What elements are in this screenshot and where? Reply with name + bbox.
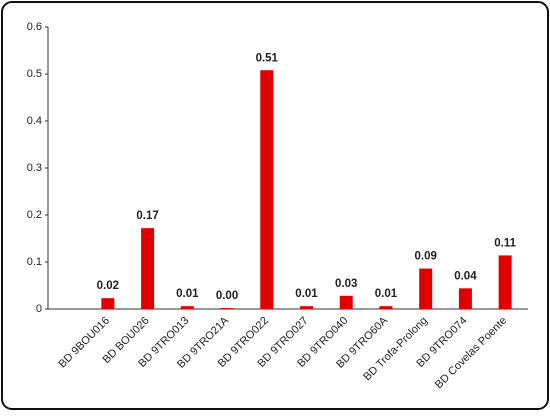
y-tick-label: 0.5 [27,68,42,80]
value-label: 0.11 [494,237,516,249]
value-label: 0.04 [454,270,477,282]
bar [180,306,194,309]
frame [1,1,549,410]
bar [419,268,433,309]
bar [300,306,313,309]
y-tick-label: 0.1 [27,256,42,268]
bar [260,70,274,310]
bar [498,255,512,309]
bar [141,228,155,309]
value-label: 0.00 [216,290,238,302]
value-label: 0.01 [295,288,318,300]
bar [339,295,353,309]
value-label: 0.03 [335,278,357,290]
y-tick-label: 0.6 [27,21,42,33]
y-tick-label: 0 [36,303,42,315]
y-tick-label: 0.3 [27,162,42,174]
y-tick-label: 0.4 [27,115,42,127]
value-label: 0.17 [136,210,158,222]
value-label: 0.51 [256,52,279,64]
bar [458,288,472,309]
value-label: 0.01 [375,288,398,300]
value-label: 0.09 [414,251,436,263]
bar [220,308,234,309]
bar [101,298,115,309]
value-label: 0.01 [176,288,199,300]
value-label: 0.02 [97,280,119,292]
y-tick-label: 0.2 [27,209,42,221]
bar [379,306,393,309]
